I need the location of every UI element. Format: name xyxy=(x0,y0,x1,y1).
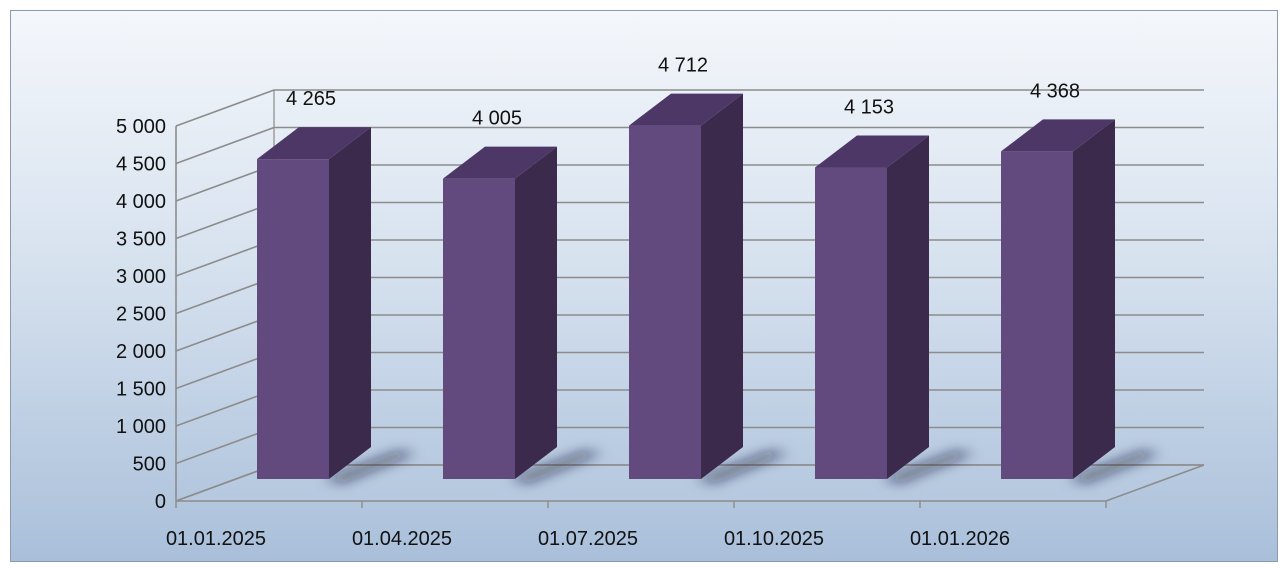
y-tick-label: 1 500 xyxy=(116,379,166,401)
bar-shadow xyxy=(881,451,975,483)
x-axis-tick-labels: 01.01.2025 01.04.2025 01.07.2025 01.10.2025… xyxy=(166,528,1010,550)
bar-side-face xyxy=(1073,119,1115,480)
bar-side-face xyxy=(515,146,557,479)
bars xyxy=(257,93,1115,480)
y-tick-label: 5 000 xyxy=(116,116,166,138)
data-label: 4 368 xyxy=(1030,80,1080,102)
y-tick-label: 500 xyxy=(133,454,166,476)
bar-shadow xyxy=(509,451,603,483)
bar xyxy=(443,146,557,479)
bar-shadows xyxy=(323,451,1161,483)
chart-floor xyxy=(175,464,1205,502)
bar-chart: 0 500 1 000 1 500 2 000 2 500 3 000 3 500 4 000 4… xyxy=(11,11,1277,561)
bar-top-face xyxy=(443,146,557,179)
bar xyxy=(815,135,929,479)
data-label: 4 265 xyxy=(286,88,336,110)
bar-front-face xyxy=(629,125,701,479)
y-tick-label: 2 000 xyxy=(116,341,166,363)
x-tick-label: 01.04.2025 xyxy=(352,528,452,550)
y-tick-label: 0 xyxy=(155,491,166,513)
x-tick-label: 01.01.2026 xyxy=(910,528,1010,550)
data-labels: 4 265 4 005 4 712 4 153 4 368 xyxy=(286,55,1080,130)
y-axis-tick-labels: 0 500 1 000 1 500 2 000 2 500 3 000 3 500 4 000 4… xyxy=(116,116,166,513)
bar-top-face xyxy=(257,127,371,160)
gridlines xyxy=(175,89,1205,508)
data-label: 4 153 xyxy=(844,97,894,119)
bar-side-face xyxy=(329,127,371,479)
y-tick-label: 4 000 xyxy=(116,191,166,213)
y-tick-label: 2 500 xyxy=(116,304,166,326)
chart-frame: 0 500 1 000 1 500 2 000 2 500 3 000 3 500 4 000 4… xyxy=(10,10,1278,562)
bar-front-face xyxy=(1001,151,1073,479)
bar xyxy=(1001,119,1115,480)
bar-top-face xyxy=(629,93,743,126)
bar-top-face xyxy=(1001,119,1115,152)
x-tick-label: 01.07.2025 xyxy=(538,528,638,550)
y-tick-label: 4 500 xyxy=(116,154,166,176)
bar-shadow xyxy=(323,451,417,483)
data-label: 4 712 xyxy=(658,55,708,77)
bar-shadow xyxy=(1067,451,1161,483)
y-tick-label: 3 000 xyxy=(116,266,166,288)
x-tick-label: 01.01.2025 xyxy=(166,528,266,550)
bar xyxy=(629,93,743,479)
bar-side-face xyxy=(887,135,929,479)
bar-side-face xyxy=(701,93,743,479)
bar-front-face xyxy=(257,159,329,479)
bar-shadow xyxy=(695,451,789,483)
bar-front-face xyxy=(815,167,887,479)
bar xyxy=(257,127,371,479)
y-tick-label: 1 000 xyxy=(116,416,166,438)
y-tick-label: 3 500 xyxy=(116,229,166,251)
x-tick-label: 01.10.2025 xyxy=(724,528,824,550)
data-label: 4 005 xyxy=(472,108,522,130)
bar-front-face xyxy=(443,178,515,479)
bar-top-face xyxy=(815,135,929,168)
